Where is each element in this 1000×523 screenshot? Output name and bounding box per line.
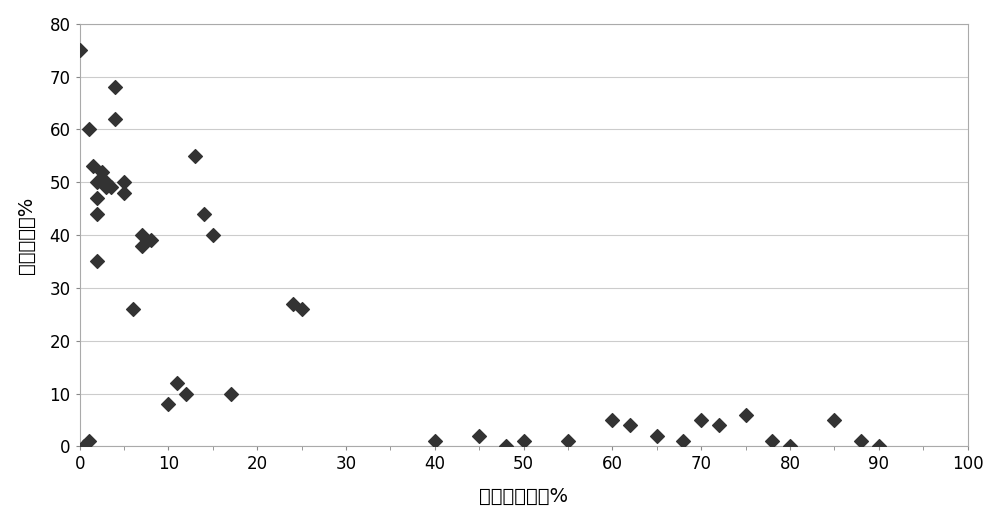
Point: [72, 46, 88, 54]
Point: [223, 390, 239, 398]
Point: [498, 442, 514, 451]
Point: [622, 421, 638, 429]
Point: [98, 178, 114, 186]
Point: [826, 416, 842, 424]
Point: [649, 431, 665, 440]
Point: [143, 236, 159, 245]
Point: [285, 300, 301, 308]
Point: [871, 442, 887, 451]
Point: [178, 390, 194, 398]
Point: [89, 178, 105, 186]
Point: [89, 210, 105, 218]
Point: [675, 437, 691, 445]
X-axis label: 乃化稳定性，%: 乃化稳定性，%: [479, 487, 568, 506]
Point: [89, 194, 105, 202]
Point: [94, 167, 110, 176]
Point: [516, 437, 532, 445]
Point: [160, 400, 176, 408]
Point: [764, 437, 780, 445]
Point: [294, 305, 310, 313]
Point: [205, 231, 221, 239]
Point: [81, 125, 97, 133]
Point: [116, 189, 132, 197]
Y-axis label: 渗吸效率，%: 渗吸效率，%: [17, 196, 36, 274]
Point: [81, 437, 97, 445]
Point: [76, 442, 92, 451]
Point: [604, 416, 620, 424]
Point: [85, 162, 101, 170]
Point: [560, 437, 576, 445]
Point: [471, 431, 487, 440]
Point: [107, 83, 123, 91]
Point: [782, 442, 798, 451]
Point: [125, 305, 141, 313]
Point: [187, 152, 203, 160]
Point: [103, 183, 119, 191]
Point: [427, 437, 443, 445]
Point: [134, 231, 150, 239]
Point: [711, 421, 727, 429]
Point: [107, 115, 123, 123]
Point: [196, 210, 212, 218]
Point: [134, 242, 150, 250]
Point: [738, 411, 754, 419]
Point: [89, 257, 105, 266]
Point: [116, 178, 132, 186]
Point: [98, 183, 114, 191]
Point: [693, 416, 709, 424]
Point: [853, 437, 869, 445]
Point: [169, 379, 185, 387]
